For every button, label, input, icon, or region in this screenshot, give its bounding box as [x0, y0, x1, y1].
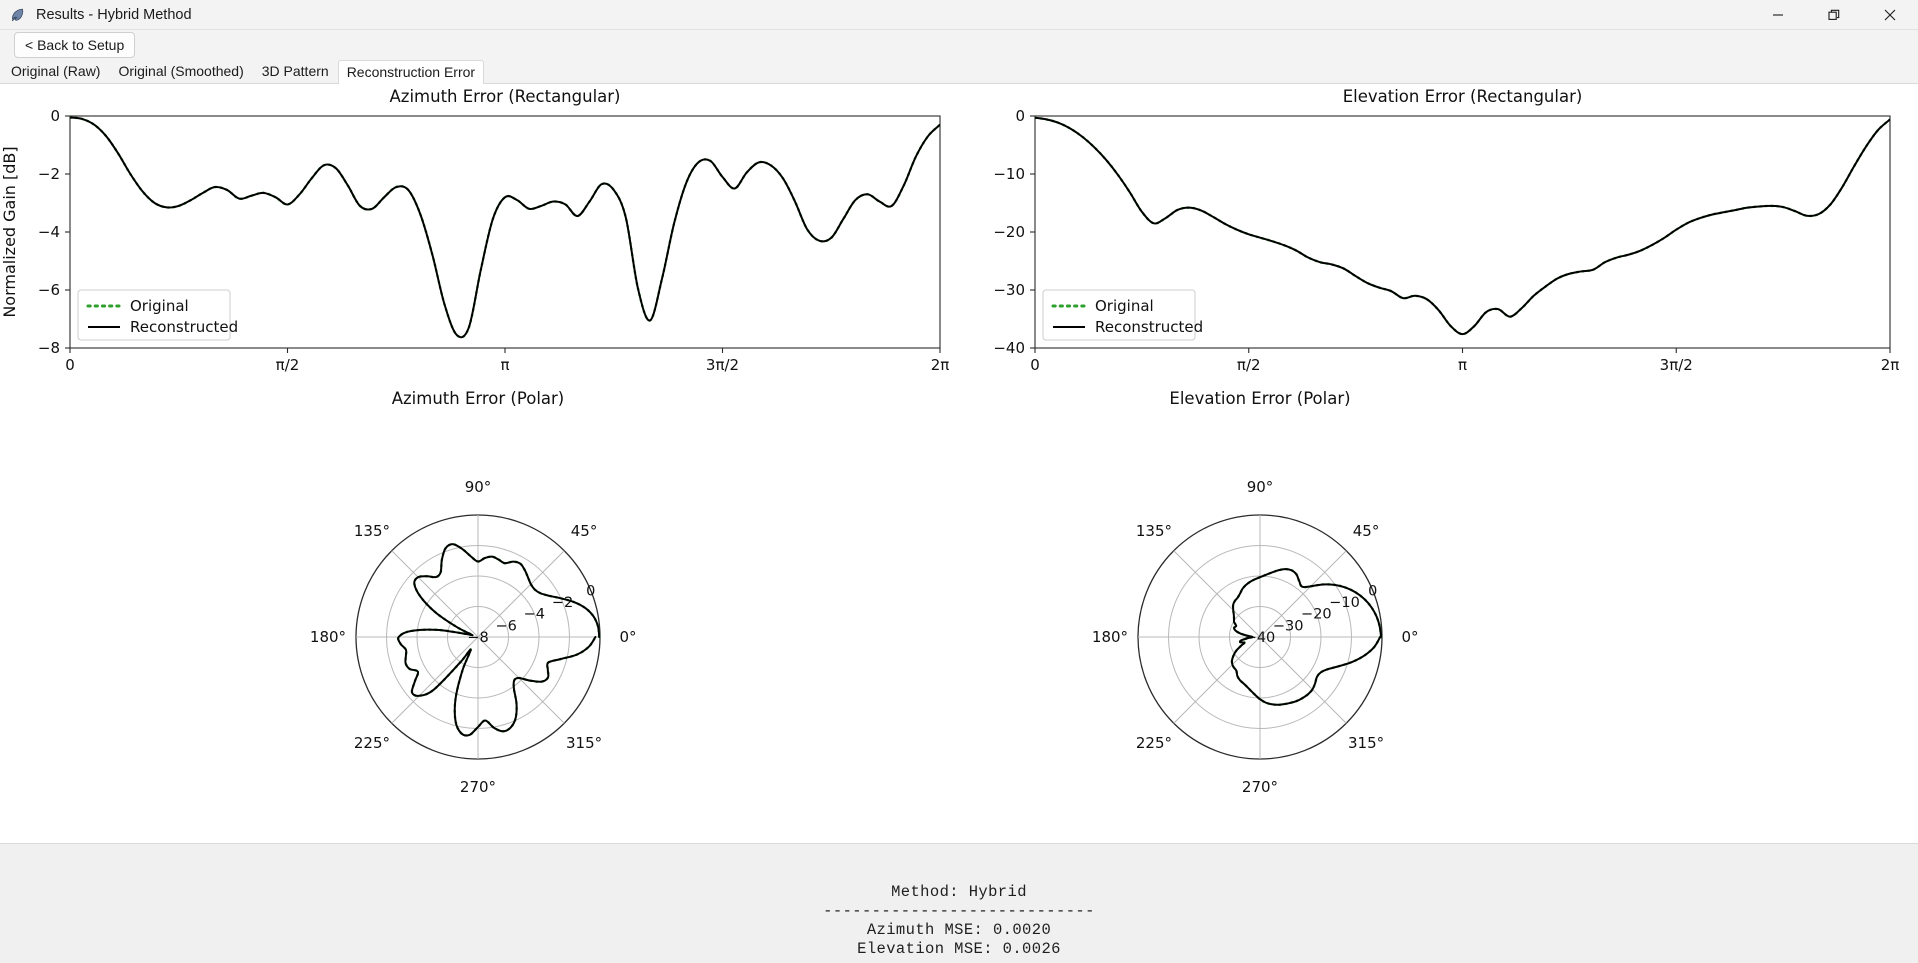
azimuth-polar-r-label: −4: [524, 607, 545, 623]
svg-text:π: π: [500, 356, 509, 374]
azimuth-polar-angle-label: 180°: [310, 628, 346, 646]
window-controls: [1750, 0, 1918, 30]
svg-text:2π: 2π: [1881, 356, 1900, 374]
elevation-polar-axes: Elevation Error (Polar) 0° 45° 90° 135° 180° 2…: [1092, 389, 1419, 796]
elevation-polar-r-label: −10: [1329, 595, 1360, 611]
svg-text:−4: −4: [38, 223, 60, 241]
azimuth-polar-angle-label: 270°: [460, 778, 496, 796]
svg-text:0: 0: [1015, 107, 1025, 125]
svg-text:0: 0: [50, 107, 60, 125]
svg-text:Reconstructed: Reconstructed: [1095, 318, 1203, 336]
feather-icon: [4, 7, 30, 23]
azimuth-polar-r-label: −8: [467, 630, 488, 646]
azimuth-polar-angle-label: 225°: [354, 734, 390, 752]
svg-text:0: 0: [65, 356, 75, 374]
azimuth-polar-series-reconstructed: [397, 543, 601, 737]
back-to-setup-button[interactable]: < Back to Setup: [14, 32, 136, 58]
window-titlebar: Results - Hybrid Method: [0, 0, 1918, 30]
azimuth-polar-angle-label: 90°: [465, 478, 492, 496]
azimuth-polar-r-label: −6: [495, 618, 516, 634]
elevation-polar-angle-label: 180°: [1092, 628, 1128, 646]
azimuth-polar-angle-label: 315°: [566, 734, 602, 752]
svg-text:π/2: π/2: [276, 356, 300, 374]
svg-text:Azimuth Error (Polar): Azimuth Error (Polar): [392, 389, 565, 408]
azimuth-polar-angle-label: 0°: [619, 628, 636, 646]
svg-text:Normalized Gain [dB]: Normalized Gain [dB]: [0, 146, 19, 317]
maximize-icon[interactable]: [1806, 0, 1862, 30]
elevation-rect-legend: Original Reconstructed: [1042, 289, 1203, 341]
minimize-icon[interactable]: [1750, 0, 1806, 30]
svg-text:Elevation Error (Polar): Elevation Error (Polar): [1169, 389, 1350, 408]
plot-canvas: Azimuth Error (Rectangular) 0 π/2 π 3π/2 2π 0−…: [0, 84, 1918, 844]
svg-text:3π/2: 3π/2: [1660, 356, 1693, 374]
status-divider-line: ----------------------------: [823, 902, 1095, 920]
azimuth-rect-series-reconstructed: [70, 116, 940, 339]
elevation-polar-angle-label: 135°: [1136, 522, 1172, 540]
svg-text:0: 0: [1030, 356, 1040, 374]
elevation-polar-angle-label: 270°: [1242, 778, 1278, 796]
elevation-rect-axes: Elevation Error (Rectangular) 0 π/2 π 3π/2 2π…: [993, 87, 1899, 374]
azimuth-rect-axes: Azimuth Error (Rectangular)0 π/2 π 3π/2 2π0−…: [0, 87, 949, 374]
azimuth-rect-legend: Original Reconstructed: [77, 289, 238, 341]
status-azimuth-mse-line: Azimuth MSE: 0.0020: [866, 921, 1052, 939]
svg-text:3π/2: 3π/2: [706, 356, 739, 374]
elevation-rect-series-reconstructed: [1035, 116, 1890, 336]
elevation-polar-series-reconstructed: [1230, 568, 1383, 706]
svg-text:−8: −8: [38, 339, 60, 357]
azimuth-polar-angle-label: 135°: [354, 522, 390, 540]
tab-reconstruction-error[interactable]: Reconstruction Error: [337, 60, 485, 84]
svg-text:−10: −10: [993, 165, 1025, 183]
elevation-polar-angle-label: 315°: [1348, 734, 1384, 752]
elevation-polar-angle-label: 90°: [1247, 478, 1274, 496]
azimuth-polar-angle-label: 45°: [571, 522, 598, 540]
svg-text:π/2: π/2: [1237, 356, 1261, 374]
tab-original-raw[interactable]: Original (Raw): [11, 63, 101, 79]
svg-text:Azimuth Error (Rectangular): Azimuth Error (Rectangular): [390, 87, 621, 106]
tabstrip: Original (Raw) Original (Smoothed) 3D Pa…: [0, 60, 1918, 84]
elevation-polar-angle-label: 45°: [1353, 522, 1380, 540]
elevation-polar-angle-label: 0°: [1401, 628, 1418, 646]
elevation-polar-r-label: −40: [1245, 630, 1276, 646]
svg-text:Original: Original: [1095, 297, 1154, 315]
azimuth-polar-axes: Azimuth Error (Polar) 0° 45° 90° 135° 180° 225…: [310, 389, 637, 796]
window-title: Results - Hybrid Method: [36, 6, 192, 23]
toolbar: < Back to Setup: [0, 30, 1918, 60]
tab-3d-pattern[interactable]: 3D Pattern: [261, 63, 329, 79]
svg-text:Original: Original: [130, 297, 189, 315]
status-method-line: Method: Hybrid: [891, 883, 1027, 901]
svg-text:2π: 2π: [931, 356, 950, 374]
svg-text:Reconstructed: Reconstructed: [130, 318, 238, 336]
svg-text:−6: −6: [38, 281, 60, 299]
elevation-polar-r-label: −30: [1273, 618, 1304, 634]
elevation-polar-angle-label: 225°: [1136, 734, 1172, 752]
svg-text:−30: −30: [993, 281, 1025, 299]
status-elevation-mse-line: Elevation MSE: 0.0026: [857, 940, 1061, 958]
svg-text:Elevation Error (Rectangular): Elevation Error (Rectangular): [1343, 87, 1583, 106]
svg-text:−2: −2: [38, 165, 60, 183]
azimuth-polar-r-label: 0: [586, 583, 595, 599]
status-summary-panel: Method: Hybrid -------------------------…: [0, 844, 1918, 963]
matplotlib-figure: Azimuth Error (Rectangular)0 π/2 π 3π/2 2π0−…: [0, 87, 1899, 796]
svg-text:−20: −20: [993, 223, 1025, 241]
close-icon[interactable]: [1862, 0, 1918, 30]
svg-text:−40: −40: [993, 339, 1025, 357]
svg-text:π: π: [1458, 356, 1467, 374]
tab-original-smoothed[interactable]: Original (Smoothed): [118, 63, 244, 79]
elevation-polar-r-label: 0: [1368, 583, 1377, 599]
elevation-polar-r-label: −20: [1301, 607, 1332, 623]
